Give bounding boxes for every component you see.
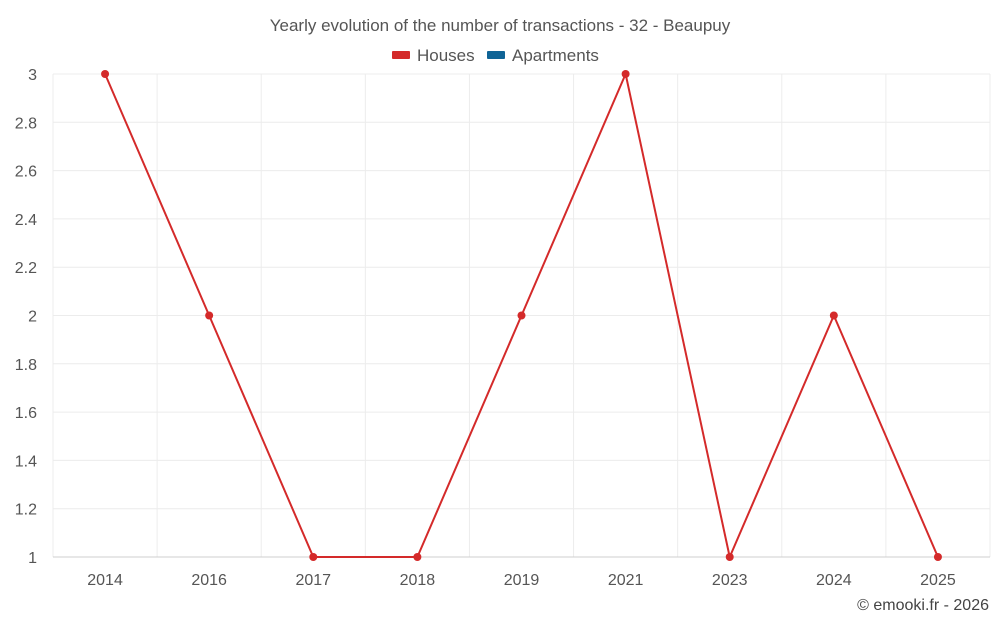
legend-label-apartments: Apartments xyxy=(512,46,599,65)
y-tick-label: 2.2 xyxy=(15,260,37,277)
y-tick-label: 1 xyxy=(28,550,37,567)
x-tick-label: 2024 xyxy=(816,572,852,589)
legend-label-houses: Houses xyxy=(417,46,475,65)
x-tick-label: 2021 xyxy=(608,572,644,589)
data-point[interactable] xyxy=(517,311,526,320)
legend-swatch-houses xyxy=(392,51,410,59)
data-point[interactable] xyxy=(725,553,734,561)
x-tick-label: 2014 xyxy=(87,572,123,589)
x-tick-label: 2025 xyxy=(920,572,956,589)
y-tick-label: 2.6 xyxy=(15,164,37,181)
data-point[interactable] xyxy=(205,311,214,320)
y-axis-ticks: 1 1.2 1.4 1.6 1.8 2 2.2 2.4 2.6 2.8 3 xyxy=(15,67,37,567)
data-point[interactable] xyxy=(413,553,422,561)
data-point[interactable] xyxy=(101,70,110,78)
y-tick-label: 1.8 xyxy=(15,357,37,374)
data-point[interactable] xyxy=(933,553,942,561)
y-gridlines xyxy=(53,73,990,510)
data-point[interactable] xyxy=(621,70,630,78)
y-tick-label: 3 xyxy=(28,67,37,84)
y-tick-label: 2 xyxy=(28,309,37,326)
y-tick-label: 1.2 xyxy=(15,502,37,519)
y-tick-label: 2.8 xyxy=(15,115,37,132)
legend-item-apartments[interactable]: Apartments xyxy=(487,46,599,65)
chart-title: Yearly evolution of the number of transa… xyxy=(270,16,731,35)
x-axis-ticks: 2014 2016 2017 2018 2019 2021 2023 2024 2025 xyxy=(87,572,956,589)
series-houses xyxy=(101,70,942,561)
x-tick-label: 2017 xyxy=(295,572,331,589)
credit-text: © emooki.fr - 2026 xyxy=(857,597,989,614)
legend-swatch-apartments xyxy=(487,51,505,59)
y-tick-label: 1.6 xyxy=(15,405,37,422)
data-point[interactable] xyxy=(829,311,838,320)
legend: Houses Apartments xyxy=(392,46,599,65)
x-tick-label: 2023 xyxy=(712,572,748,589)
y-tick-label: 1.4 xyxy=(15,453,37,470)
data-point[interactable] xyxy=(309,553,318,561)
x-tick-label: 2019 xyxy=(504,572,540,589)
x-tick-label: 2016 xyxy=(191,572,227,589)
legend-item-houses[interactable]: Houses xyxy=(392,46,475,65)
x-tick-label: 2018 xyxy=(400,572,436,589)
y-tick-label: 2.4 xyxy=(15,212,37,229)
